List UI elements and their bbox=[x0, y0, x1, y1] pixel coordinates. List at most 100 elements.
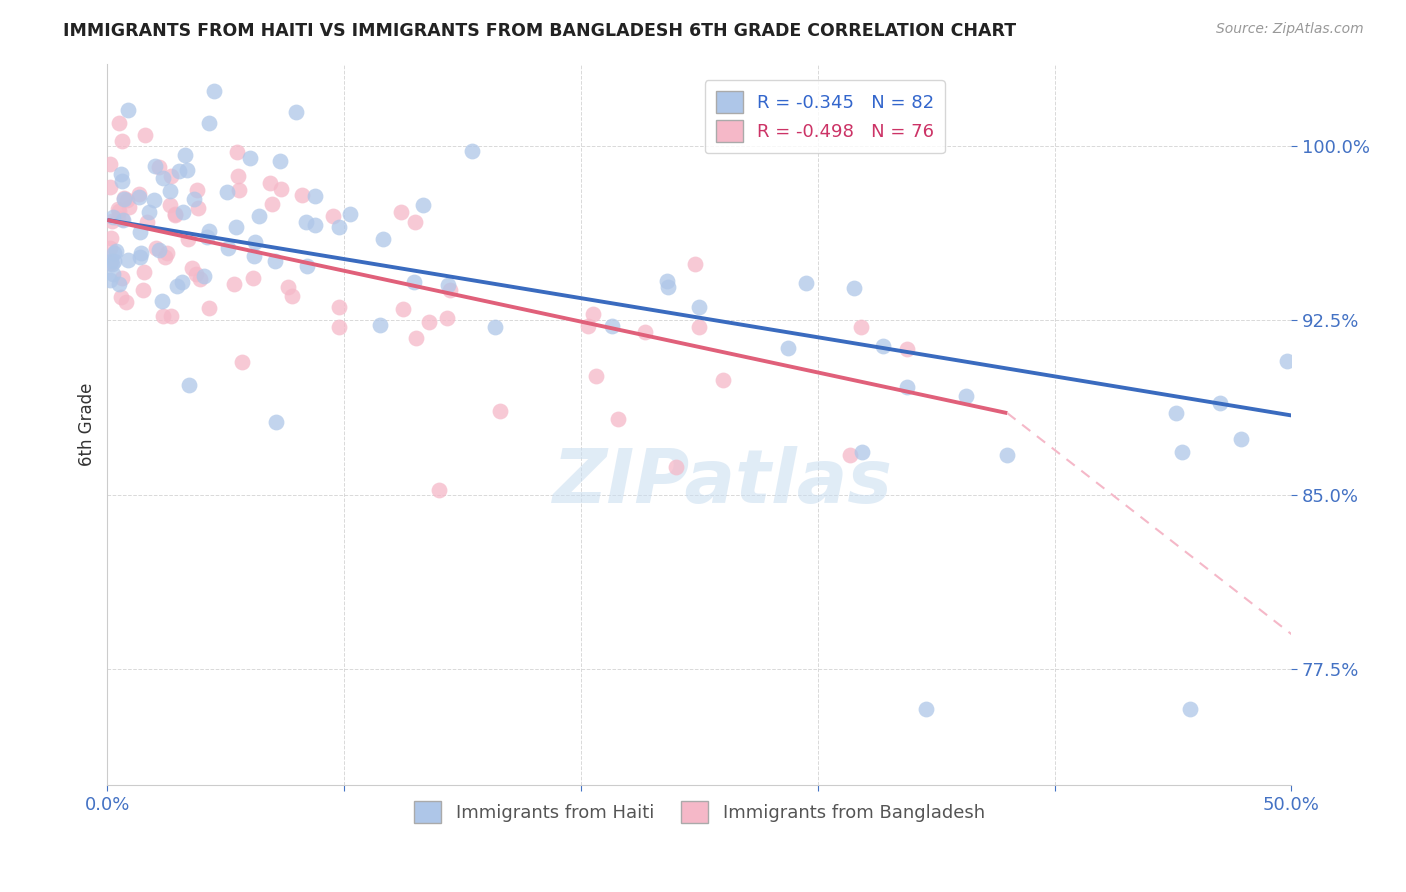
Point bbox=[243, 235, 266, 249]
Point bbox=[100, 254, 122, 268]
Point bbox=[188, 271, 211, 285]
Point bbox=[110, 290, 132, 304]
Point bbox=[143, 159, 166, 173]
Point bbox=[418, 315, 440, 329]
Point bbox=[838, 448, 860, 462]
Point bbox=[170, 275, 193, 289]
Point bbox=[243, 249, 266, 263]
Point bbox=[688, 300, 710, 314]
Point bbox=[128, 190, 150, 204]
Point bbox=[152, 170, 174, 185]
Point bbox=[461, 144, 484, 158]
Point bbox=[114, 295, 136, 310]
Point bbox=[107, 202, 129, 216]
Point bbox=[368, 318, 391, 332]
Point bbox=[226, 145, 249, 159]
Point bbox=[304, 218, 326, 232]
Point bbox=[222, 277, 245, 291]
Point bbox=[657, 274, 679, 288]
Point bbox=[665, 459, 688, 474]
Point bbox=[285, 104, 308, 119]
Point bbox=[159, 169, 181, 183]
Point bbox=[186, 267, 208, 281]
Point bbox=[98, 157, 121, 171]
Point bbox=[576, 318, 599, 333]
Point bbox=[197, 229, 219, 244]
Point bbox=[177, 378, 200, 392]
Point bbox=[404, 275, 426, 289]
Point bbox=[132, 265, 155, 279]
Point bbox=[405, 331, 427, 345]
Point bbox=[107, 211, 129, 226]
Point bbox=[98, 241, 121, 255]
Point bbox=[228, 183, 250, 197]
Point bbox=[111, 211, 134, 226]
Point bbox=[259, 176, 281, 190]
Point bbox=[167, 164, 190, 178]
Point bbox=[128, 187, 150, 202]
Point bbox=[1180, 701, 1202, 715]
Point bbox=[101, 213, 124, 227]
Point bbox=[103, 254, 125, 268]
Point bbox=[264, 415, 287, 429]
Point bbox=[896, 379, 918, 393]
Point bbox=[145, 241, 167, 255]
Point bbox=[186, 183, 208, 197]
Point bbox=[187, 201, 209, 215]
Point bbox=[131, 283, 153, 297]
Point bbox=[1171, 444, 1194, 458]
Point bbox=[108, 203, 131, 218]
Point bbox=[915, 701, 938, 715]
Point bbox=[270, 182, 292, 196]
Point bbox=[166, 278, 188, 293]
Point bbox=[111, 174, 134, 188]
Point bbox=[304, 189, 326, 203]
Point bbox=[711, 373, 734, 387]
Point bbox=[98, 273, 121, 287]
Point bbox=[794, 276, 817, 290]
Point bbox=[100, 230, 122, 244]
Point bbox=[115, 194, 138, 208]
Point bbox=[110, 168, 132, 182]
Point bbox=[600, 319, 623, 334]
Point bbox=[111, 212, 134, 227]
Point bbox=[101, 267, 124, 281]
Point bbox=[183, 192, 205, 206]
Point bbox=[108, 115, 131, 129]
Point bbox=[148, 160, 170, 174]
Point bbox=[373, 232, 395, 246]
Point bbox=[112, 191, 135, 205]
Point bbox=[262, 197, 284, 211]
Point bbox=[111, 134, 134, 148]
Point bbox=[180, 261, 202, 276]
Point bbox=[103, 245, 125, 260]
Point bbox=[118, 200, 141, 214]
Point bbox=[281, 289, 304, 303]
Text: IMMIGRANTS FROM HAITI VS IMMIGRANTS FROM BANGLADESH 6TH GRADE CORRELATION CHART: IMMIGRANTS FROM HAITI VS IMMIGRANTS FROM… bbox=[63, 22, 1017, 40]
Point bbox=[776, 342, 799, 356]
Point bbox=[439, 283, 461, 297]
Point bbox=[225, 219, 247, 234]
Point bbox=[688, 320, 710, 334]
Point bbox=[339, 207, 361, 221]
Point bbox=[328, 219, 350, 234]
Point bbox=[412, 198, 434, 212]
Point bbox=[172, 205, 194, 219]
Point bbox=[155, 250, 177, 264]
Text: Source: ZipAtlas.com: Source: ZipAtlas.com bbox=[1216, 22, 1364, 37]
Point bbox=[138, 205, 160, 219]
Point bbox=[159, 184, 181, 198]
Point bbox=[295, 214, 318, 228]
Point bbox=[176, 231, 198, 245]
Point bbox=[136, 215, 159, 229]
Point bbox=[117, 103, 139, 118]
Point bbox=[202, 84, 225, 98]
Point bbox=[198, 116, 221, 130]
Point bbox=[226, 169, 249, 183]
Point bbox=[108, 277, 131, 291]
Point bbox=[98, 255, 121, 269]
Point bbox=[134, 128, 156, 142]
Point bbox=[101, 257, 124, 271]
Point bbox=[103, 210, 125, 224]
Point bbox=[295, 259, 318, 273]
